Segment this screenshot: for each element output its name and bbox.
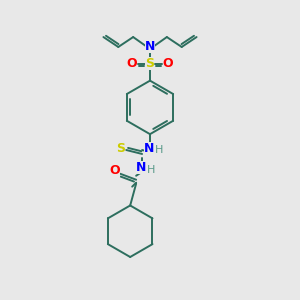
Text: O: O — [163, 57, 173, 70]
Text: N: N — [136, 161, 146, 174]
Text: H: H — [147, 165, 155, 175]
Text: S: S — [116, 142, 125, 154]
Text: N: N — [144, 142, 154, 154]
Text: O: O — [109, 164, 120, 177]
Text: S: S — [146, 57, 154, 70]
Text: O: O — [127, 57, 137, 70]
Text: H: H — [155, 145, 163, 155]
Text: N: N — [145, 40, 155, 53]
